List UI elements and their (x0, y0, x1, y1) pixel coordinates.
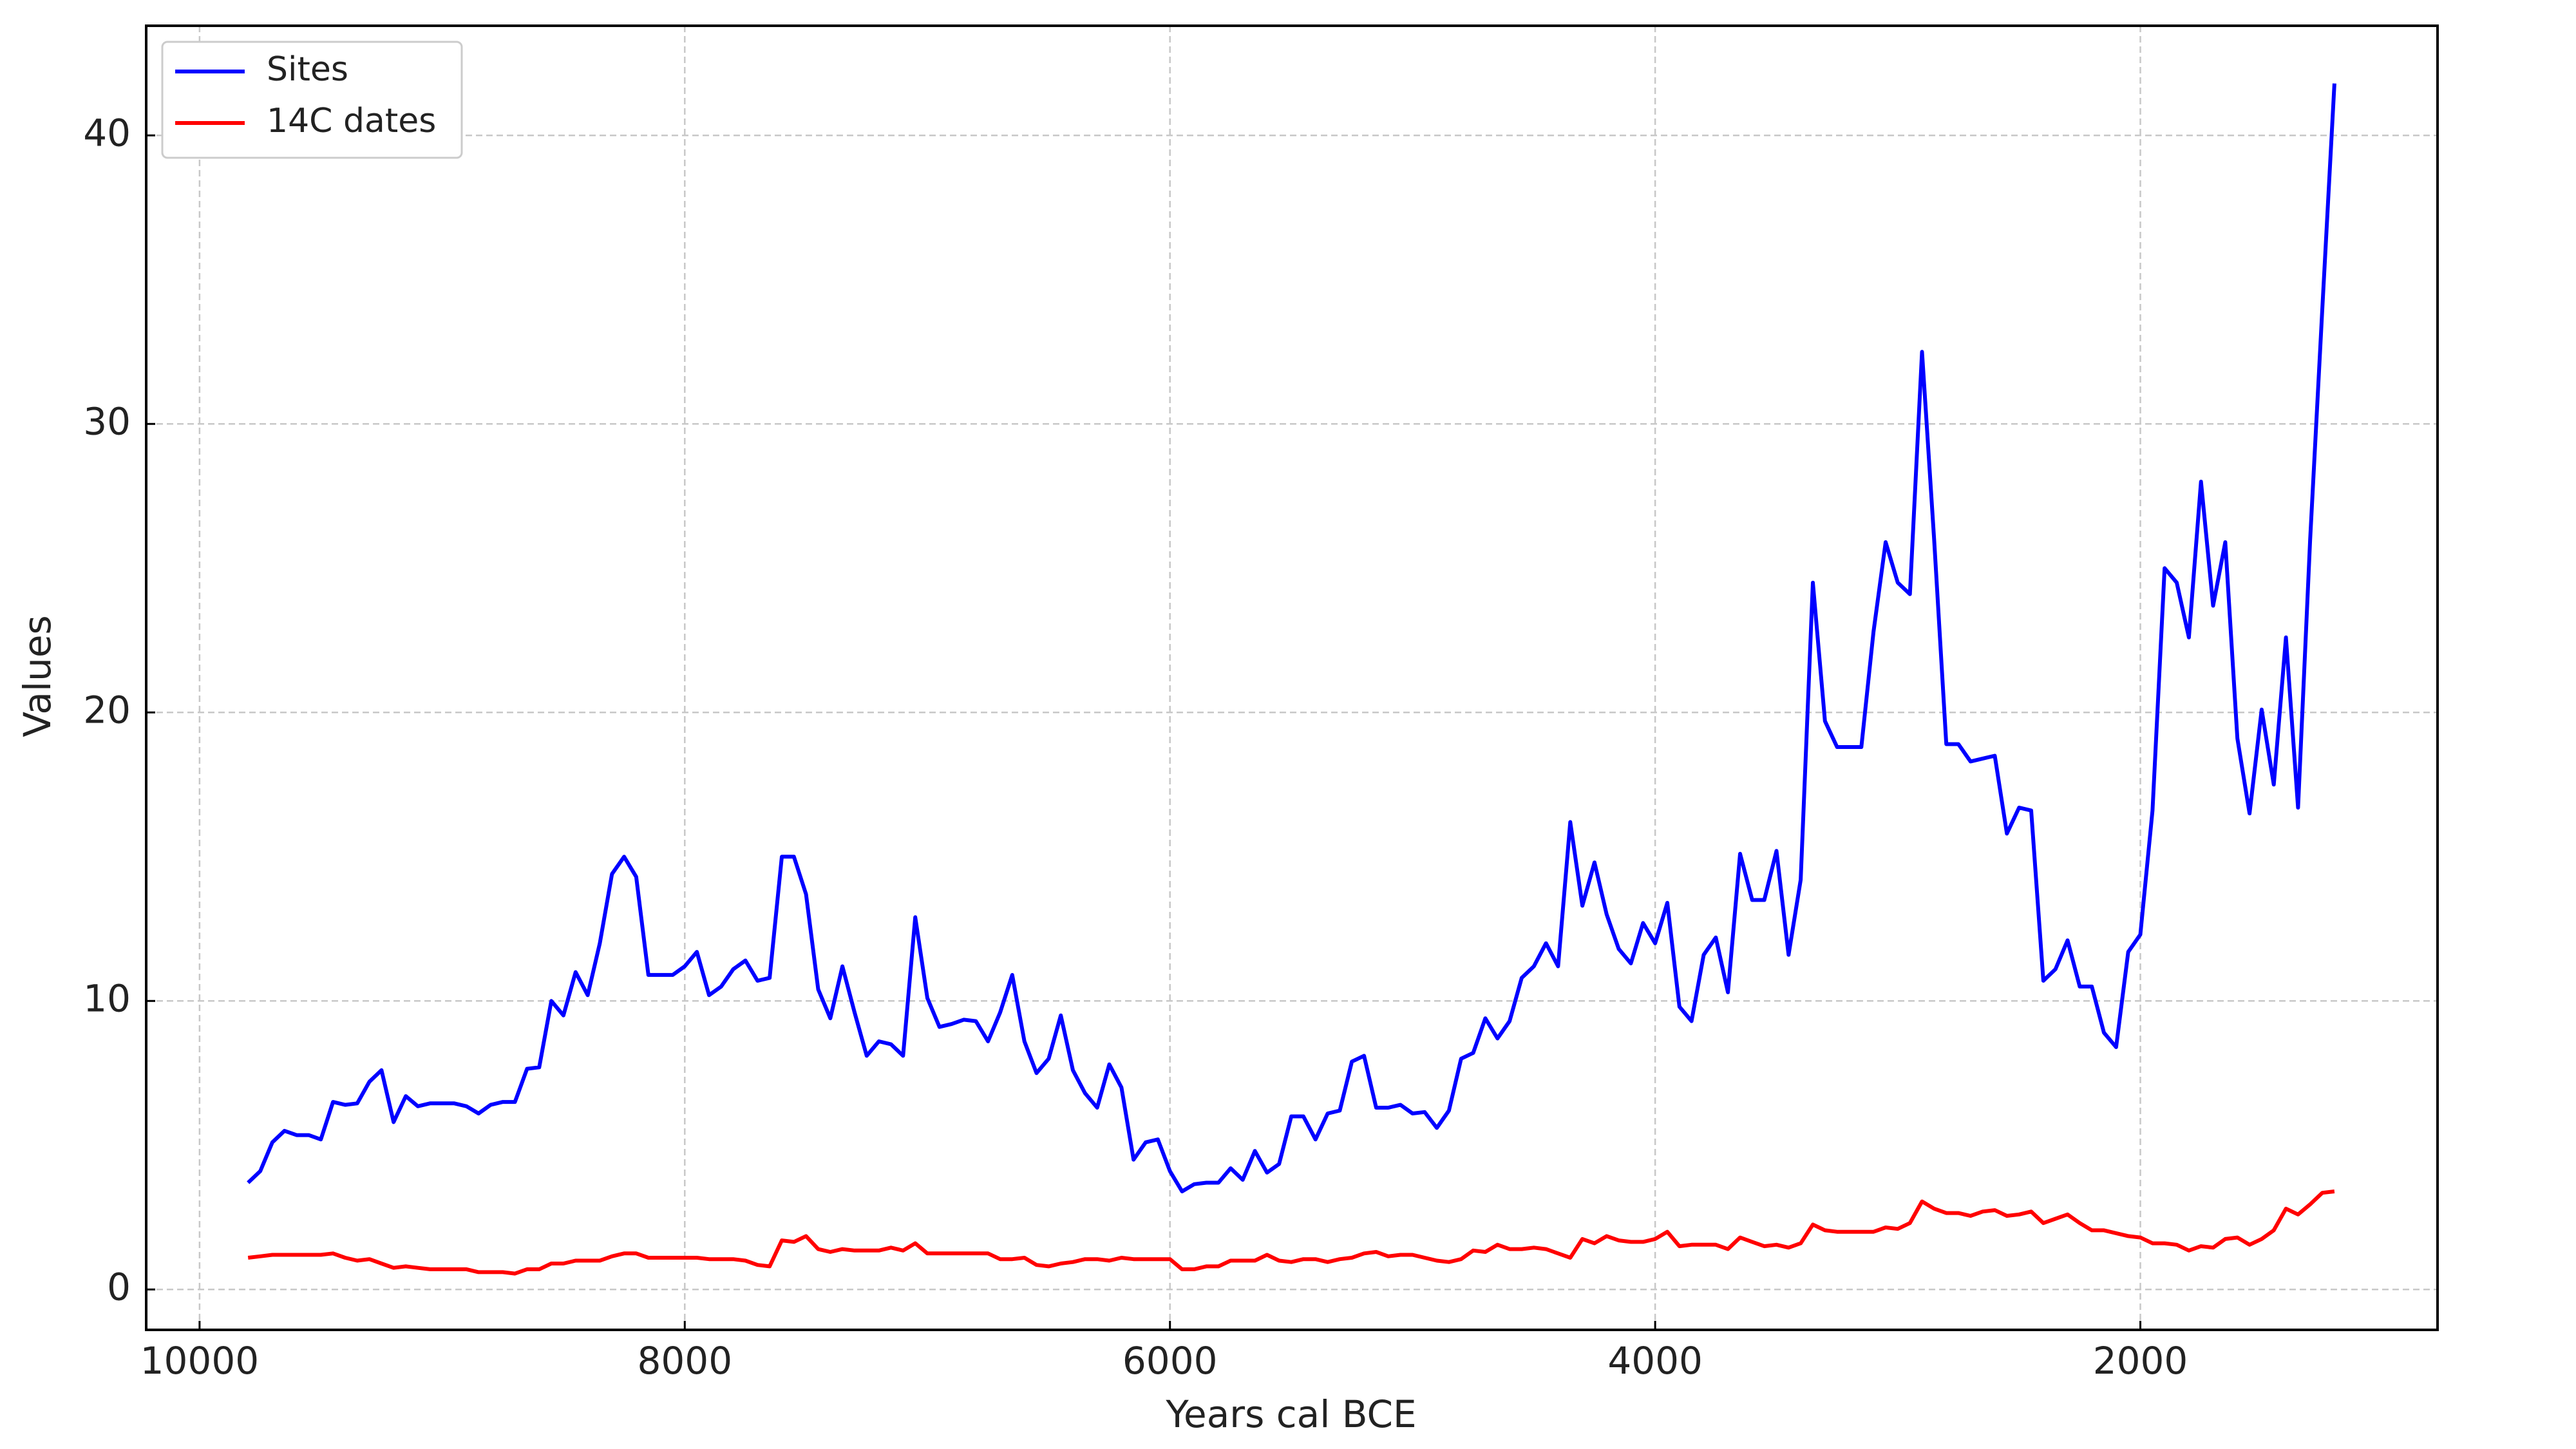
legend-label: Sites (267, 50, 348, 89)
data-line (247, 1189, 2335, 1276)
x-tick-label: 10000 (140, 1339, 260, 1383)
legend-label: 14C dates (267, 102, 436, 140)
x-tick-label: 4000 (1607, 1339, 1703, 1383)
y-tick-label: 30 (83, 399, 131, 443)
y-tick-label: 40 (83, 111, 131, 155)
y-tick-label: 20 (83, 688, 131, 732)
y-tick-label: 10 (83, 976, 131, 1020)
x-tick-label: 2000 (2093, 1339, 2188, 1383)
x-axis-label: Years cal BCE (1165, 1392, 1416, 1436)
plot-frame (145, 24, 2439, 1331)
y-axis-label: Values (15, 615, 59, 737)
x-tick-label: 8000 (637, 1339, 732, 1383)
data-line (247, 83, 2336, 1193)
x-tick-label: 6000 (1122, 1339, 1218, 1383)
y-tick-label: 0 (107, 1265, 131, 1309)
